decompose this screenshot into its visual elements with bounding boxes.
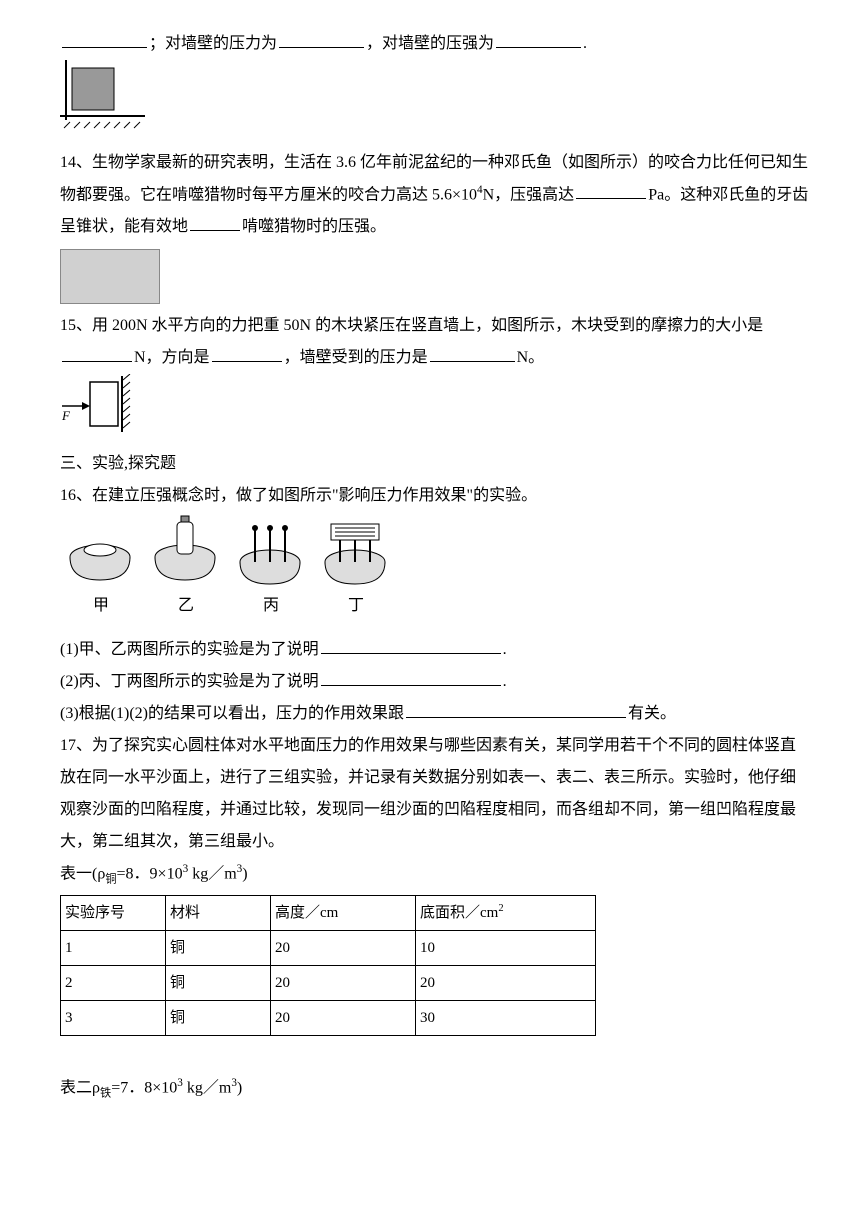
blank-field [321, 670, 501, 686]
q16-p2b: . [503, 673, 507, 690]
blank-field [321, 638, 501, 654]
svg-text:F: F [61, 408, 71, 423]
svg-text:丁: 丁 [348, 597, 364, 614]
q16-sub3: (3)根据(1)(2)的结果可以看出，压力的作用效果跟 有关。 [60, 698, 810, 730]
table-header-col4: 底面积／cm2 [416, 896, 596, 931]
q15-text: 15、用 200N 水平方向的力把重 50N 的木块紧压在竖直墙上，如图所示，木… [60, 310, 810, 374]
q16-sub2: (2)丙、丁两图所示的实验是为了说明. [60, 666, 810, 698]
q14-part4: 啃噬猎物时的压强。 [242, 218, 386, 235]
q16-p1b: . [503, 641, 507, 658]
blank-field [576, 183, 646, 199]
table-1: 实验序号 材料 高度／cm 底面积／cm2 1 铜 20 10 2 铜 20 2… [60, 895, 596, 1036]
blank-field [279, 32, 364, 48]
table-row: 1 铜 20 10 [61, 931, 596, 966]
q13-period: . [583, 35, 587, 52]
table2-caption: 表二ρ铁=7．8×103 kg／m3) [60, 1072, 810, 1105]
figure-fish-image [60, 249, 160, 304]
q16-p3b: 有关。 [628, 705, 676, 722]
table-header-col1: 实验序号 [61, 896, 166, 931]
figure-block-corner [60, 60, 810, 147]
q15-part2: N，方向是 [134, 349, 210, 366]
q15-part4: N。 [517, 349, 545, 366]
q17-text: 17、为了探究实心圆柱体对水平地面压力的作用效果与哪些因素有关，某同学用若干个不… [60, 730, 810, 858]
table1-caption: 表一(ρ铜=8．9×103 kg／m3) [60, 858, 810, 891]
blank-field [406, 702, 626, 718]
q16-intro: 16、在建立压强概念时，做了如图所示"影响压力作用效果"的实验。 [60, 480, 810, 512]
q14-part2: N，压强高达 [483, 186, 575, 203]
q13-fragment: ；对墙壁的压力为 ，对墙壁的压强为. [60, 28, 810, 60]
q16-sub1: (1)甲、乙两图所示的实验是为了说明. [60, 634, 810, 666]
q13-text2: ，对墙壁的压强为 [366, 35, 494, 52]
svg-text:乙: 乙 [178, 597, 194, 614]
figure-block-wall: F [60, 374, 810, 448]
q14-text: 14、生物学家最新的研究表明，生活在 3.6 亿年前泥盆纪的一种邓氏鱼（如图所示… [60, 147, 810, 243]
table-header-col3: 高度／cm [271, 896, 416, 931]
blank-field [190, 215, 240, 231]
blank-field [62, 346, 132, 362]
q13-text1: ；对墙壁的压力为 [149, 35, 277, 52]
table-row: 3 铜 20 30 [61, 1001, 596, 1036]
svg-text:丙: 丙 [263, 597, 279, 614]
blank-field [496, 32, 581, 48]
blank-field [62, 32, 147, 48]
figure-experiment-setup: 甲 乙 丙 丁 [60, 512, 810, 634]
table-header-col2: 材料 [166, 896, 271, 931]
blank-field [430, 346, 515, 362]
table-row: 实验序号 材料 高度／cm 底面积／cm2 [61, 896, 596, 931]
section-3-heading: 三、实验,探究题 [60, 448, 810, 480]
svg-text:甲: 甲 [93, 597, 109, 614]
q16-p3a: (3)根据(1)(2)的结果可以看出，压力的作用效果跟 [60, 705, 404, 722]
q15-part3: ，墙壁受到的压力是 [284, 349, 428, 366]
q15-part1: 15、用 200N 水平方向的力把重 50N 的木块紧压在竖直墙上，如图所示，木… [60, 317, 763, 334]
blank-field [212, 346, 282, 362]
q16-p1a: (1)甲、乙两图所示的实验是为了说明 [60, 641, 319, 658]
table-row: 2 铜 20 20 [61, 966, 596, 1001]
q16-p2a: (2)丙、丁两图所示的实验是为了说明 [60, 673, 319, 690]
